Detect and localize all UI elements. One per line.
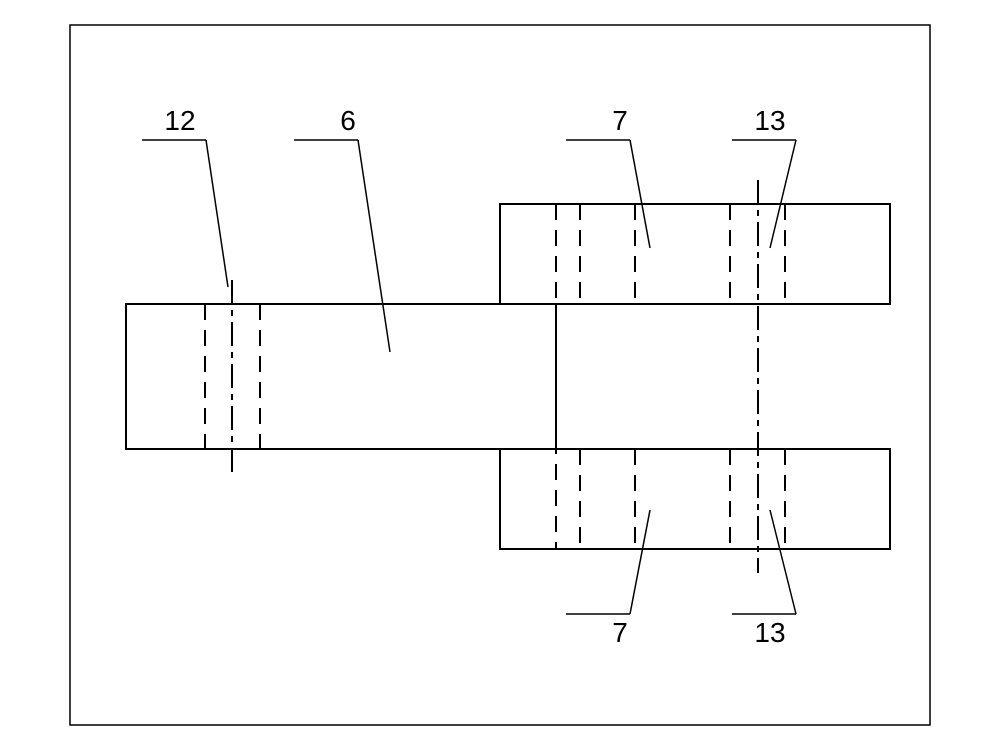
leader-13u xyxy=(770,140,796,248)
outer-frame xyxy=(70,25,930,725)
part-7-upper xyxy=(500,204,890,304)
part-7-lower xyxy=(500,449,890,549)
leader-12 xyxy=(206,140,228,287)
label-13u: 13 xyxy=(754,105,785,136)
leader-13l xyxy=(770,510,796,614)
label-7l: 7 xyxy=(612,617,628,648)
leader-6 xyxy=(358,140,390,352)
label-12: 12 xyxy=(164,105,195,136)
label-13l: 13 xyxy=(754,617,785,648)
label-7u: 7 xyxy=(612,105,628,136)
leader-7l xyxy=(630,510,650,614)
label-6: 6 xyxy=(340,105,356,136)
leader-7u xyxy=(630,140,650,248)
diagram-canvas: 12 6 7 13 7 13 xyxy=(0,0,1000,749)
part-6-main xyxy=(126,304,556,449)
